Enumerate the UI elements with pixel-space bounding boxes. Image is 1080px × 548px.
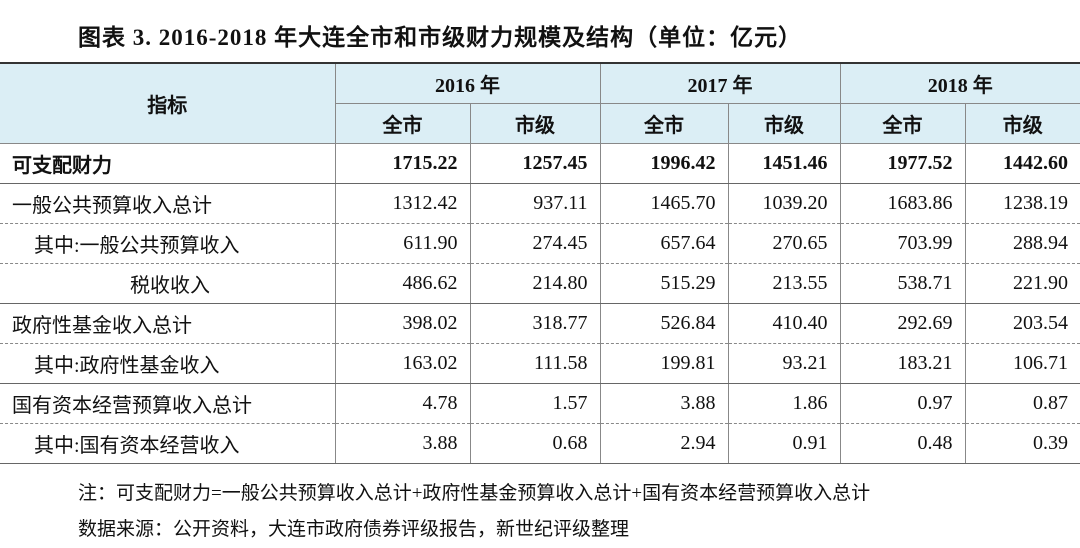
cell-value: 538.71 — [839, 263, 966, 304]
cell-value: 398.02 — [334, 303, 471, 344]
subheader-cell: 全市 — [839, 103, 966, 144]
cell-value: 2.94 — [599, 423, 729, 464]
cell-value: 486.62 — [334, 263, 471, 304]
header-cell: 2016 年 — [334, 62, 601, 104]
table-row: 其中:政府性基金收入 163.02 111.58 199.81 93.21 183.21 1… — [0, 343, 1080, 384]
cell-value: 4.78 — [334, 383, 471, 424]
cell-value: 1465.70 — [599, 183, 729, 224]
cell-value: 199.81 — [599, 343, 729, 384]
header-cell: 指标 — [0, 62, 336, 144]
source: 数据来源：公开资料，大连市政府债券评级报告，新世纪评级整理 — [78, 519, 630, 540]
header-cell: 2018 年 — [839, 62, 1080, 104]
cell-value: 1257.45 — [469, 143, 601, 184]
cell-value: 0.48 — [839, 423, 966, 464]
table-body: 可支配财力 1715.22 1257.45 1996.42 1451.46 1977.52… — [0, 143, 1080, 464]
subheader-cell: 全市 — [335, 103, 471, 144]
cell-value: 611.90 — [334, 223, 471, 264]
table-row: 其中:国有资本经营收入 3.88 0.68 2.94 0.91 0.48 0.39 — [0, 423, 1080, 464]
row-label: 可支配财力 — [0, 143, 336, 184]
cell-value: 937.11 — [469, 183, 601, 224]
cell-value: 410.40 — [727, 303, 841, 344]
cell-value: 3.88 — [334, 423, 471, 464]
cell-value: 1238.19 — [964, 183, 1080, 224]
cell-value: 183.21 — [839, 343, 966, 384]
cell-value: 1039.20 — [727, 183, 841, 224]
cell-value: 703.99 — [839, 223, 966, 264]
row-label: 其中:政府性基金收入 — [0, 343, 336, 384]
cell-value: 1683.86 — [839, 183, 966, 224]
cell-value: 93.21 — [727, 343, 841, 384]
subheader-cell: 市级 — [964, 103, 1080, 144]
cell-value: 270.65 — [727, 223, 841, 264]
cell-value: 1451.46 — [727, 143, 841, 184]
cell-value: 163.02 — [334, 343, 471, 384]
cell-value: 221.90 — [964, 263, 1080, 304]
subheader-row: 全市 市级 全市 市级 全市 市级 — [0, 103, 1080, 144]
cell-value: 3.88 — [599, 383, 729, 424]
table-row: 一般公共预算收入总计 1312.42 937.11 1465.70 1039.20 168… — [0, 183, 1080, 224]
title: 图表 3. 2016-2018 年大连全市和市级财力规模及结构（单位：亿元） — [78, 25, 803, 50]
subheader-cell: 市级 — [469, 103, 601, 144]
cell-value: 111.58 — [469, 343, 601, 384]
table-row: 可支配财力 1715.22 1257.45 1996.42 1451.46 1977.52… — [0, 143, 1080, 184]
row-label: 国有资本经营预算收入总计 — [0, 383, 336, 424]
cell-value: 1715.22 — [334, 143, 471, 184]
cell-value: 288.94 — [964, 223, 1080, 264]
cell-value: 1312.42 — [334, 183, 471, 224]
subheader-cell: 全市 — [599, 103, 729, 144]
note: 注：可支配财力=一般公共预算收入总计+政府性基金预算收入总计+国有资本经营预算收… — [78, 483, 871, 504]
table-row: 政府性基金收入总计 398.02 318.77 526.84 410.40 292.69 2… — [0, 303, 1080, 344]
table-row: 税收收入 486.62 214.80 515.29 213.55 538.71 221.90 — [0, 263, 1080, 304]
table-row: 其中:一般公共预算收入 611.90 274.45 657.64 270.65 703.9… — [0, 223, 1080, 264]
header-cell: 2017 年 — [599, 62, 841, 104]
cell-value: 0.68 — [469, 423, 601, 464]
subheader-cell: 市级 — [727, 103, 841, 144]
cell-value: 526.84 — [599, 303, 729, 344]
table-row: 国有资本经营预算收入总计 4.78 1.57 3.88 1.86 0.97 0.87 — [0, 383, 1080, 424]
cell-value: 657.64 — [599, 223, 729, 264]
row-label: 税收收入 — [0, 263, 336, 304]
cell-value: 274.45 — [469, 223, 601, 264]
row-label: 其中:国有资本经营收入 — [0, 423, 336, 464]
table: 指标 2016 年 2017 年 2018 年 全市 市级 全市 市级 全市 市级 可支配财力 1… — [0, 62, 1080, 464]
cell-value: 214.80 — [469, 263, 601, 304]
row-label: 政府性基金收入总计 — [0, 303, 336, 344]
row-label: 一般公共预算收入总计 — [0, 183, 336, 224]
table-header: 指标 2016 年 2017 年 2018 年 全市 市级 全市 市级 全市 市级 — [0, 62, 1080, 144]
cell-value: 203.54 — [964, 303, 1080, 344]
cell-value: 1442.60 — [964, 143, 1080, 184]
row-label: 其中:一般公共预算收入 — [0, 223, 336, 264]
cell-value: 1977.52 — [839, 143, 966, 184]
cell-value: 0.91 — [727, 423, 841, 464]
cell-value: 292.69 — [839, 303, 966, 344]
cell-value: 1996.42 — [599, 143, 729, 184]
cell-value: 213.55 — [727, 263, 841, 304]
cell-value: 0.87 — [964, 383, 1080, 424]
cell-value: 1.57 — [469, 383, 601, 424]
header-row: 指标 2016 年 2017 年 2018 年 — [0, 62, 1080, 144]
cell-value: 106.71 — [964, 343, 1080, 384]
cell-value: 0.97 — [839, 383, 966, 424]
cell-value: 0.39 — [964, 423, 1080, 464]
cell-value: 515.29 — [599, 263, 729, 304]
cell-value: 318.77 — [469, 303, 601, 344]
cell-value: 1.86 — [727, 383, 841, 424]
